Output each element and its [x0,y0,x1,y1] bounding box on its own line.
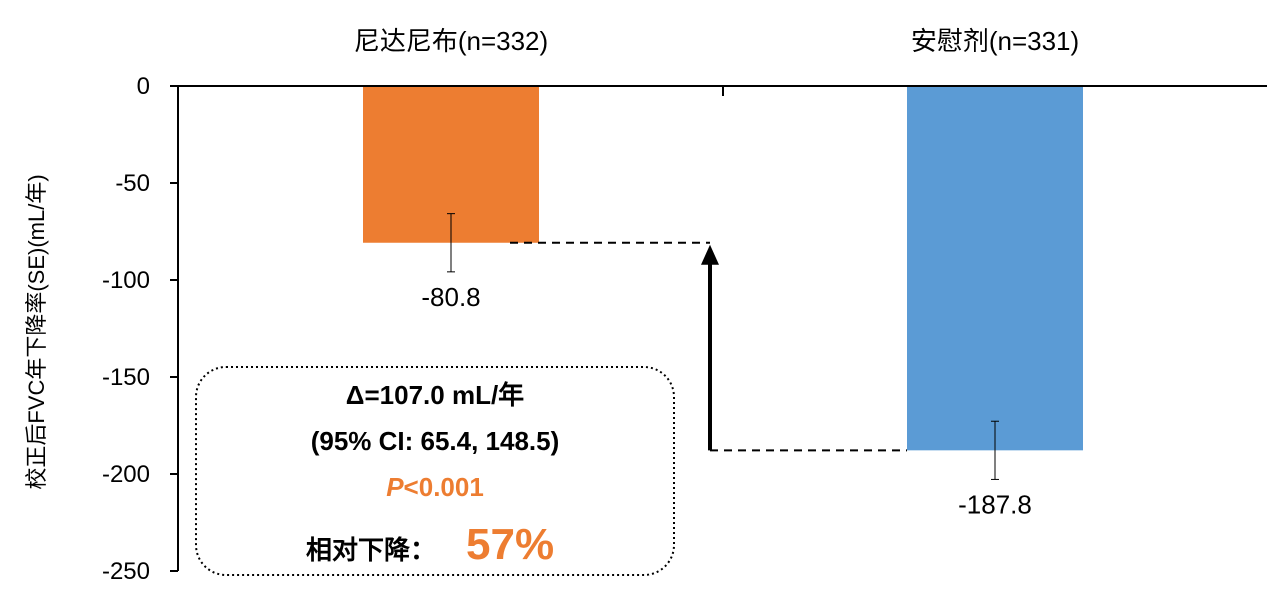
bar-value-label: -80.8 [421,282,480,312]
y-tick-label: -250 [102,558,150,585]
bar-value-label: -187.8 [958,489,1032,519]
y-tick-label: -50 [115,170,150,197]
y-tick-label: -200 [102,461,150,488]
y-axis-label: 校正后FVC年下降率(SE)(mL/年) [24,174,49,489]
p-value: <0.001 [404,472,484,502]
category-label: 安慰剂(n=331) [911,26,1079,56]
bars: -80.8 -187.8 [363,86,1083,519]
delta-text: Δ=107.0 mL/年 [346,380,524,410]
category-label: 尼达尼布(n=332) [354,26,548,56]
annotation-box: Δ=107.0 mL/年 (95% CI: 65.4, 148.5) P<0.0… [195,366,675,576]
y-tick-label: -150 [102,364,150,391]
bar [907,86,1083,451]
y-axis: 0 -50 -100 -150 -200 -250 [102,73,178,585]
relative-reduction-value: 57% [466,520,554,569]
p-value-text: P<0.001 [386,472,484,502]
ci-text: (95% CI: 65.4, 148.5) [311,426,560,456]
relative-reduction-label: 相对下降： [306,535,436,565]
x-axis-category-labels: 尼达尼布(n=332) 安慰剂(n=331) [354,26,1079,56]
difference-arrow-head [701,244,719,265]
p-letter: P [386,472,404,502]
y-tick-label: -100 [102,267,150,294]
difference-indicator [510,241,907,452]
y-tick-label: 0 [137,73,150,100]
